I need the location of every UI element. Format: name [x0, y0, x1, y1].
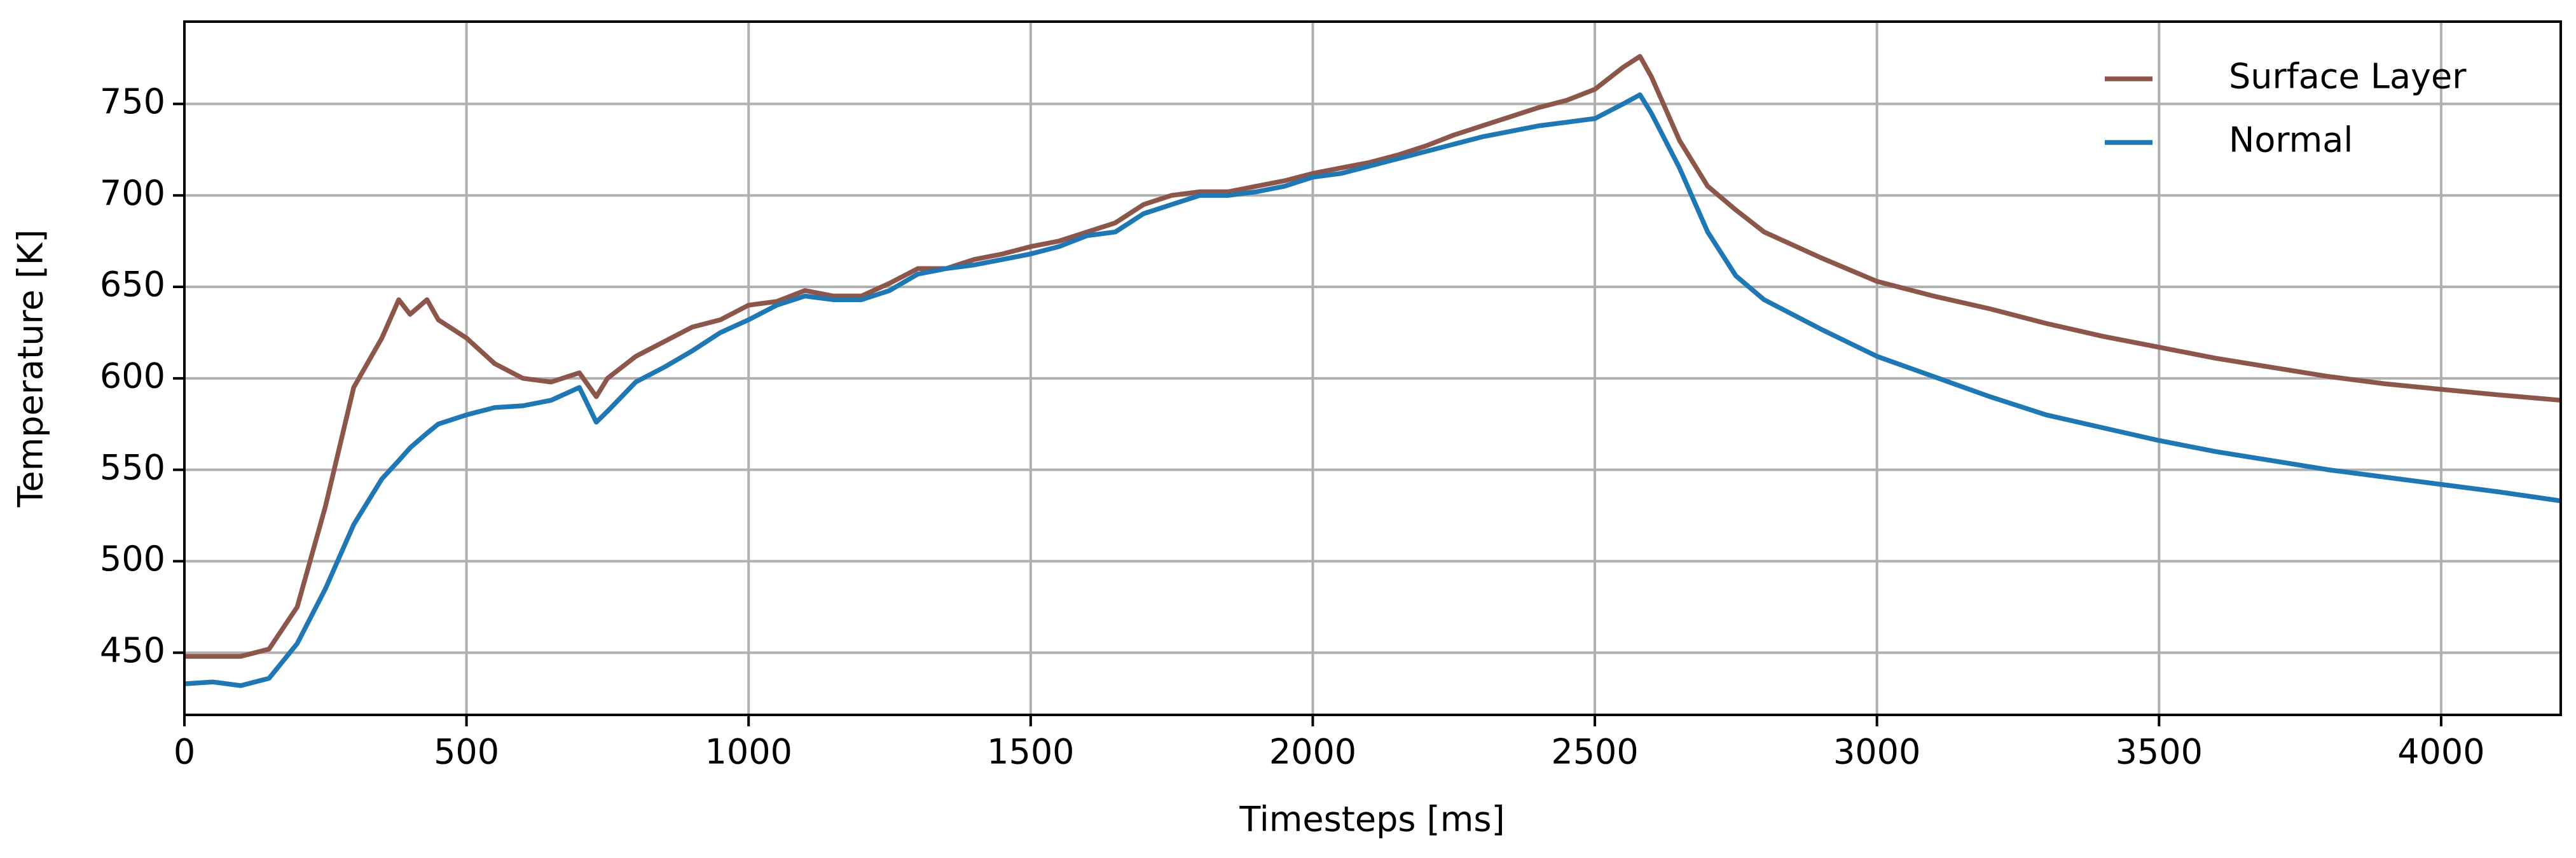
y-tick-label: 650	[100, 265, 165, 305]
x-tick-label: 3500	[2116, 732, 2203, 772]
y-tick-label: 600	[100, 356, 165, 396]
x-axis-label: Timesteps [ms]	[1239, 799, 1505, 840]
series-line	[184, 53, 2561, 659]
x-tick-label: 4000	[2397, 732, 2484, 772]
x-tick-label: 3000	[1833, 732, 1920, 772]
x-tick-label: 1500	[987, 732, 1074, 772]
x-tick-label: 2500	[1551, 732, 1638, 772]
x-tick-label: 500	[434, 732, 499, 772]
series-line	[184, 92, 2561, 688]
plot-frame	[183, 20, 2562, 716]
y-tick-label: 500	[100, 539, 165, 579]
legend-label: Surface Layer	[2229, 57, 2467, 97]
y-tick-label: 450	[100, 630, 165, 670]
legend-label: Normal	[2229, 120, 2353, 160]
y-tick-label: 700	[100, 173, 165, 213]
y-axis-label: Temperature [K]	[11, 230, 51, 508]
x-tick-label: 1000	[705, 732, 792, 772]
y-tick-label: 550	[100, 447, 165, 487]
x-tick-label: 2000	[1269, 732, 1356, 772]
y-tick-label: 750	[100, 81, 165, 121]
x-tick-label: 0	[174, 732, 195, 772]
